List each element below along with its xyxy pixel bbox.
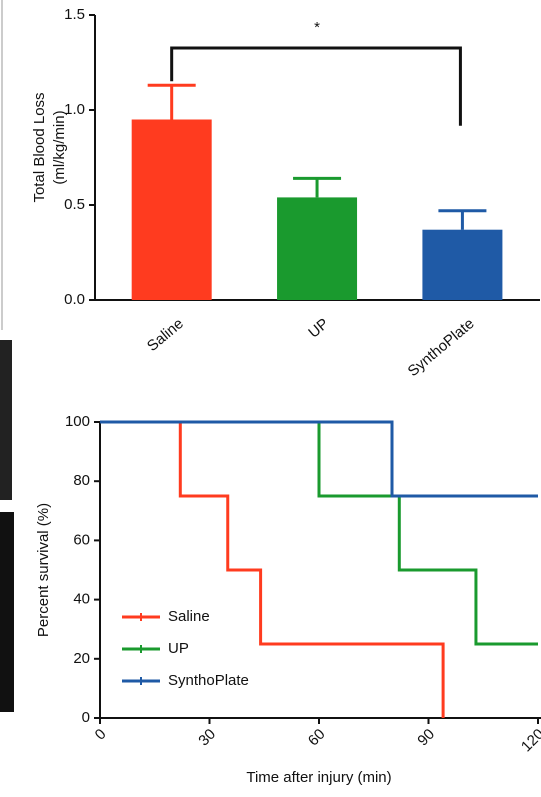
bar xyxy=(277,197,357,300)
x-tick-label: SynthoPlate xyxy=(405,315,478,380)
legend-label: UP xyxy=(168,640,189,657)
legend-label: Saline xyxy=(168,608,210,625)
y-axis-label: Percent survival (%) xyxy=(35,503,52,637)
x-tick-label: UP xyxy=(305,315,332,341)
x-tick-label: Saline xyxy=(144,315,187,355)
y-axis-label: (ml/kg/min) xyxy=(51,110,68,184)
y-tick-label: 100 xyxy=(65,413,90,430)
y-axis-label: Total Blood Loss xyxy=(31,92,48,202)
y-tick-label: 0 xyxy=(82,709,90,726)
bar xyxy=(422,230,502,300)
cropped-panel xyxy=(0,340,12,500)
y-tick-label: 0.5 xyxy=(64,196,85,213)
figure: 0.00.51.01.5Total Blood Loss(ml/kg/min)S… xyxy=(0,0,541,797)
significance-bracket xyxy=(172,48,461,126)
error-bar xyxy=(148,85,196,119)
y-tick-label: 0.0 xyxy=(64,291,85,308)
y-tick-label: 60 xyxy=(73,531,90,548)
cropped-panel xyxy=(0,512,14,712)
x-tick-label: 90 xyxy=(414,726,438,750)
x-tick-label: 60 xyxy=(305,726,329,750)
x-axis-label: Time after injury (min) xyxy=(246,769,391,786)
error-bar xyxy=(293,178,341,197)
significance-label: * xyxy=(314,19,320,36)
y-tick-label: 20 xyxy=(73,650,90,667)
survival-line xyxy=(100,422,538,644)
bar xyxy=(132,120,212,301)
legend-label: SynthoPlate xyxy=(168,672,249,689)
y-tick-label: 40 xyxy=(73,591,90,608)
page: {"chart_data": [ {"type": "bar", "ylabel… xyxy=(0,0,541,797)
error-bar xyxy=(438,211,486,230)
x-tick-label: 120 xyxy=(518,726,541,756)
x-tick-label: 0 xyxy=(92,726,110,744)
x-tick-label: 30 xyxy=(195,726,219,750)
y-tick-label: 1.5 xyxy=(64,6,85,23)
y-tick-label: 80 xyxy=(73,472,90,489)
